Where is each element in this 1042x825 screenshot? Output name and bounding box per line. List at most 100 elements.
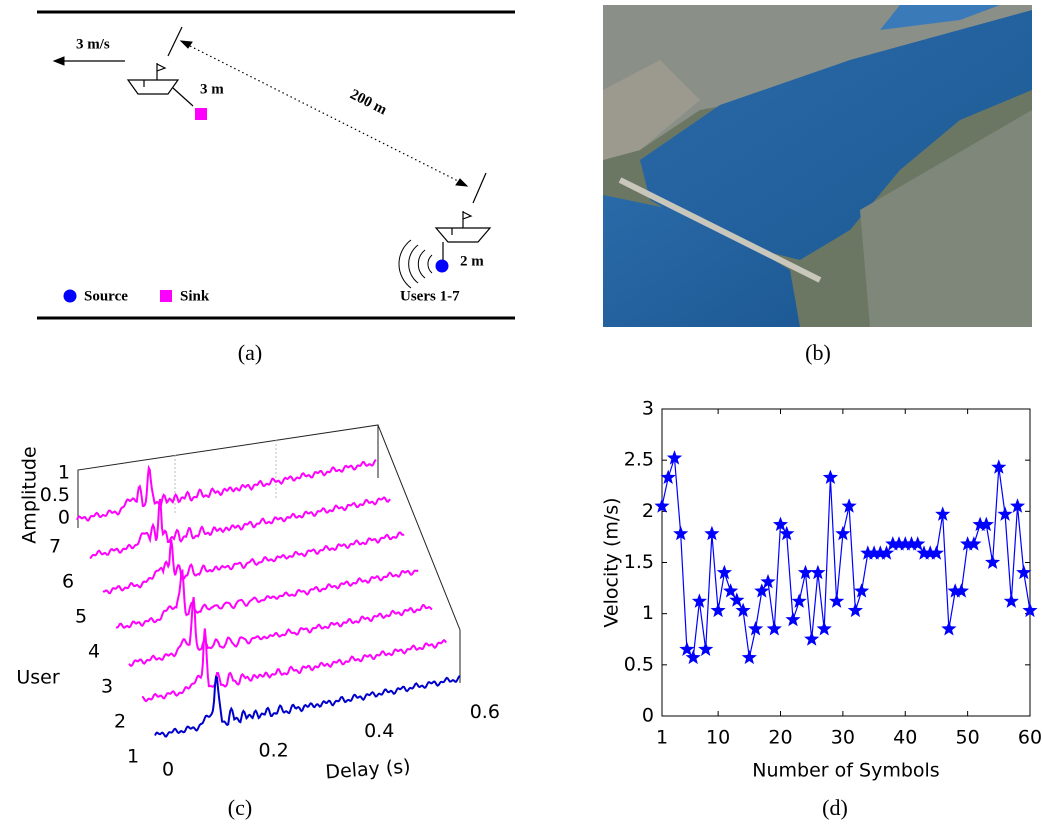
data-point bbox=[916, 545, 932, 560]
caption-d: (d) bbox=[822, 795, 848, 820]
data-point bbox=[660, 469, 676, 484]
user-tick-label: 7 bbox=[49, 536, 61, 558]
x-tick-label: 10 bbox=[706, 727, 730, 749]
data-point bbox=[947, 583, 963, 598]
data-point bbox=[704, 525, 720, 541]
data-point bbox=[816, 621, 832, 636]
delay-tick-label: 0.6 bbox=[470, 701, 500, 723]
x-tick-label: 50 bbox=[956, 727, 980, 749]
data-point bbox=[835, 525, 851, 541]
amplitude-tick-label: 0.5 bbox=[40, 484, 70, 506]
legend-sink: Sink bbox=[180, 288, 210, 304]
boat-1 bbox=[126, 26, 194, 107]
panel-a bbox=[37, 10, 515, 320]
data-point bbox=[741, 649, 757, 665]
data-point bbox=[991, 459, 1007, 474]
x-axis-label: Number of Symbols bbox=[752, 760, 939, 782]
data-point bbox=[735, 602, 751, 618]
y-tick-label: 3 bbox=[642, 398, 654, 420]
panel-b-photo bbox=[603, 5, 1032, 327]
data-point bbox=[723, 583, 739, 598]
boat-2 bbox=[398, 172, 492, 289]
amplitude-tick-label: 0 bbox=[58, 507, 70, 529]
sink-marker bbox=[195, 108, 207, 120]
data-point bbox=[829, 593, 845, 608]
decorative-trace bbox=[115, 568, 419, 629]
data-line bbox=[661, 457, 1031, 660]
decorative-trace bbox=[89, 496, 391, 560]
y-tick-label: 0 bbox=[642, 705, 654, 727]
y-tick-label: 0.5 bbox=[624, 653, 654, 675]
data-point bbox=[1016, 564, 1032, 580]
user-tick-label: 5 bbox=[75, 606, 87, 628]
data-point bbox=[1022, 602, 1038, 618]
legend-source: Source bbox=[84, 288, 128, 304]
data-point bbox=[679, 641, 695, 656]
data-point bbox=[673, 525, 689, 541]
y-axis-label: Velocity (m/s) bbox=[601, 497, 623, 627]
data-point bbox=[935, 506, 951, 521]
speed-label: 3 m/s bbox=[76, 36, 110, 52]
data-point bbox=[804, 631, 820, 646]
arrow-head bbox=[455, 178, 469, 187]
data-point bbox=[666, 450, 683, 465]
data-point bbox=[854, 583, 870, 598]
data-point bbox=[910, 536, 926, 551]
data-point bbox=[748, 621, 764, 636]
delay-tick-label: 0.4 bbox=[364, 720, 394, 742]
decorative-trace bbox=[76, 459, 377, 522]
source-marker bbox=[435, 259, 449, 273]
data-point bbox=[754, 583, 770, 598]
x-tick-label: 40 bbox=[893, 727, 917, 749]
y-tick-label: 2 bbox=[642, 500, 654, 522]
x-tick-label: 1 bbox=[656, 727, 668, 749]
y-tick-label: 1 bbox=[642, 602, 654, 624]
users-label: Users 1-7 bbox=[400, 288, 460, 304]
data-point bbox=[716, 564, 732, 580]
data-point bbox=[928, 545, 944, 560]
data-point bbox=[710, 602, 726, 618]
amplitude-label: Amplitude bbox=[19, 446, 41, 543]
data-point bbox=[997, 506, 1013, 521]
x-tick-label: 30 bbox=[831, 727, 855, 749]
data-point bbox=[779, 525, 795, 541]
data-point bbox=[791, 593, 807, 608]
delay-label: Delay (s) bbox=[325, 756, 412, 784]
data-point bbox=[785, 611, 801, 627]
data-point bbox=[953, 583, 969, 598]
range-line bbox=[185, 43, 463, 184]
data-point bbox=[872, 545, 888, 560]
data-point bbox=[772, 516, 789, 532]
decorative-trace bbox=[128, 596, 433, 668]
caption-c: (c) bbox=[228, 795, 252, 820]
data-point bbox=[760, 573, 776, 589]
user-label: User bbox=[16, 667, 59, 689]
data-point bbox=[878, 545, 895, 560]
data-point bbox=[766, 621, 782, 636]
data-point bbox=[885, 536, 901, 551]
user-tick-label: 2 bbox=[114, 711, 126, 733]
decorative-trace bbox=[102, 531, 405, 595]
data-point bbox=[1009, 498, 1026, 513]
delay-tick-label: 0 bbox=[162, 759, 174, 781]
data-point bbox=[822, 469, 838, 484]
source-depth-label: 2 m bbox=[460, 253, 484, 269]
data-point bbox=[698, 641, 714, 656]
data-point bbox=[966, 536, 982, 551]
caption-b: (b) bbox=[805, 340, 831, 365]
data-point bbox=[729, 592, 745, 607]
user-tick-label: 4 bbox=[88, 641, 100, 663]
data-point bbox=[941, 621, 957, 636]
legend-sink-marker bbox=[160, 290, 172, 302]
data-point bbox=[685, 649, 701, 665]
data-point bbox=[810, 564, 826, 580]
data-point bbox=[891, 536, 907, 551]
data-point bbox=[985, 554, 1001, 569]
panel-c-frame bbox=[77, 424, 461, 683]
x-tick-label: 20 bbox=[768, 727, 792, 749]
data-point bbox=[866, 545, 882, 560]
data-point bbox=[978, 516, 994, 532]
data-point bbox=[922, 545, 938, 560]
user-tick-label: 3 bbox=[101, 676, 113, 698]
user-tick-label: 6 bbox=[62, 571, 74, 593]
